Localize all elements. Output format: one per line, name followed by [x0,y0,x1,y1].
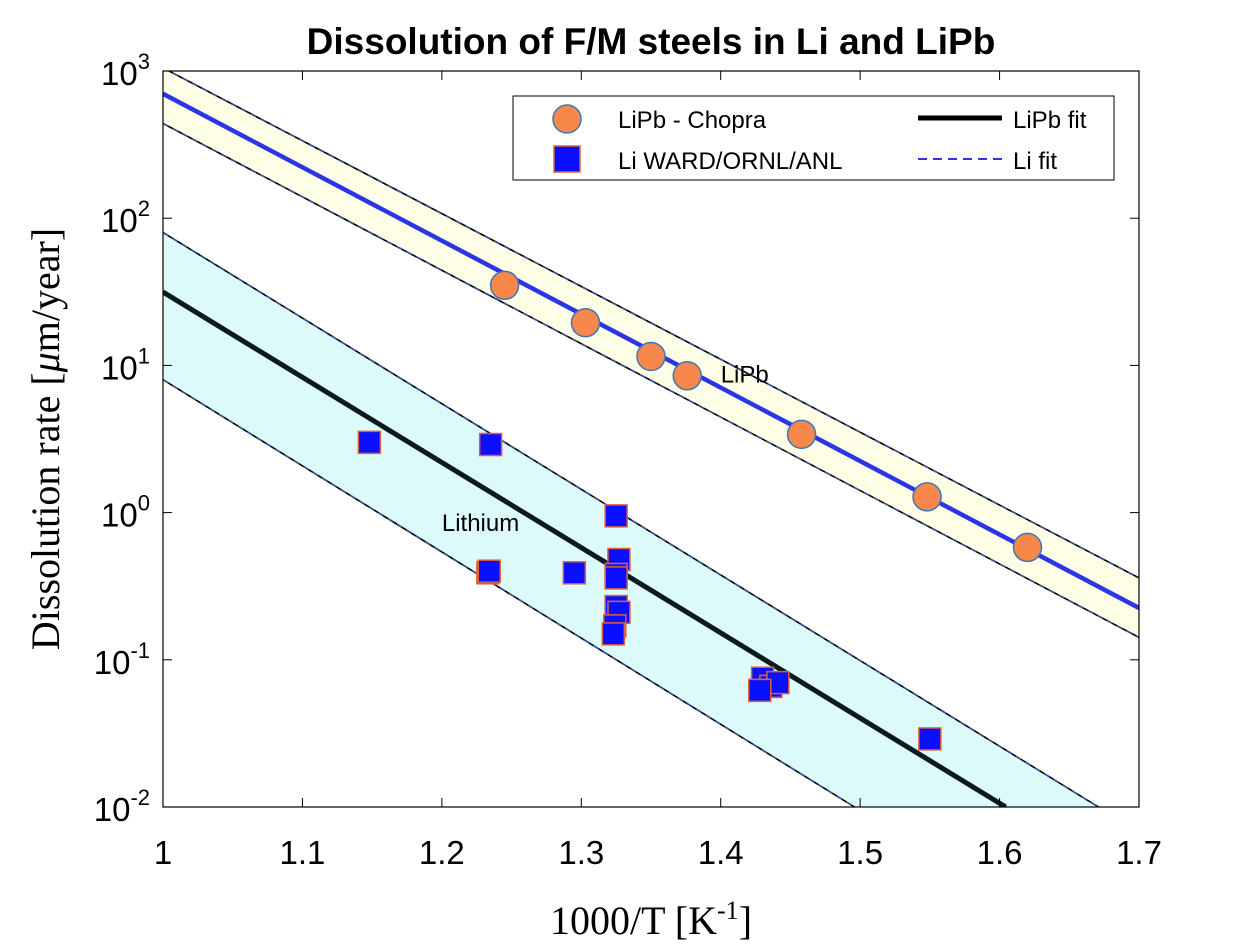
li-data-point-0 [357,430,382,455]
band-lower-upper-dash [163,232,1099,807]
lipb-data-point-2 [636,341,666,372]
x-tick-label: 1 [154,834,172,871]
li-data-point-7 [477,559,502,583]
y-axis-label: Dissolution rate [μm/year] [23,228,68,650]
li-data-point-8 [562,561,587,585]
band-lower-lower-dash [163,379,855,807]
annotation-lithium: Lithium [442,510,519,537]
legend-marker-lipb-chopra [552,104,582,134]
data-markers [357,270,1043,751]
lipb-data-point-5 [912,482,942,512]
lipb-data-point-1 [570,307,601,338]
plot-content [163,71,1139,807]
legend-label-lipb-chopra: LiPb - Chopra [618,107,767,134]
li-data-point-2 [604,504,628,528]
legend-label-li-fit: Li fit [1013,148,1057,175]
x-tick-label: 1.5 [837,834,883,871]
lipb-data-point-4 [786,419,817,450]
x-tick-label: 1.1 [279,834,325,871]
y-tick-label: 10-2 [94,785,150,828]
plot-frame [162,70,1140,808]
lipb-data-point-6 [1012,532,1043,563]
lipb-data-point-3 [672,361,703,391]
x-tick-label: 1.4 [698,834,744,871]
legend-marker-li-ward [553,145,581,173]
legend-label-li-ward: Li WARD/ORNL/ANL [618,148,842,175]
lipb-data-point-0 [489,270,520,301]
chart-title: Dissolution of F/M steels in Li and LiPb [307,21,996,62]
x-tick-label: 1.3 [558,834,604,871]
legend-label-lipb-fit: LiPb fit [1013,107,1087,134]
y-tick-label: 103 [101,49,150,92]
x-axis-label: 1000/T [K-1] [550,896,752,943]
y-tick-label: 10-1 [94,638,150,681]
lithium-fit-line [163,289,1008,807]
annotation-lipb: LiPb [721,362,769,389]
band-upper-lower-dash [163,123,1139,638]
li-data-point-1 [478,432,503,457]
li-data-point-12 [601,622,626,646]
legend: LiPb - Chopra Li WARD/ORNL/ANL LiPb fit … [512,95,1115,181]
legend-box [512,95,1115,181]
li-data-point-5 [604,566,628,590]
plot-axes: 1 1.1 1.2 1.3 1.4 1.5 1.6 1.7 10-2 10-1 100 101 102 1… [94,49,1162,871]
y-tick-label: 102 [101,196,150,239]
y-tick-label: 101 [101,343,150,386]
x-tick-label: 1.7 [1116,834,1162,871]
li-data-point-16 [748,678,772,703]
x-tick-label: 1.2 [419,834,465,871]
band-upper-upper-dash [167,71,1139,579]
x-tick-label: 1.6 [977,834,1023,871]
y-tick-label: 100 [101,491,150,534]
li-data-point-17 [918,727,942,751]
